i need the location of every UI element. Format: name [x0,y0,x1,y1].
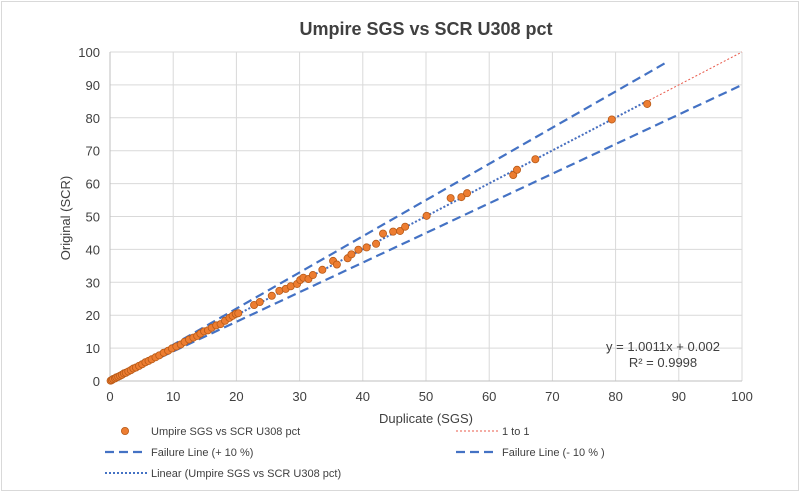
x-axis-label: Duplicate (SGS) [379,411,473,426]
series-line-3 [109,83,743,382]
y-tick-label: 60 [86,177,100,192]
legend-item: Umpire SGS vs SCR U308 pct [121,426,300,438]
legend-label: Linear (Umpire SGS vs SCR U308 pct) [151,468,341,480]
legend-item: 1 to 1 [456,426,530,438]
x-tick-label: 20 [229,389,243,404]
y-tick-label: 20 [86,308,100,323]
scatter-point [379,229,388,238]
trendline-equation: y = 1.0011x + 0.002 [606,339,720,354]
y-tick-label: 90 [86,78,100,93]
scatter-point [446,194,455,203]
legend-item: Linear (Umpire SGS vs SCR U308 pct) [105,468,341,480]
scatter-points [106,99,652,385]
scatter-point [372,239,381,248]
scatter-point [267,291,276,300]
y-tick-label: 10 [86,341,100,356]
scatter-point [234,309,243,318]
scatter-point [643,99,652,108]
scatter-point [607,115,616,124]
x-tick-label: 40 [356,389,370,404]
x-tick-label: 30 [292,389,306,404]
x-tick-label: 90 [672,389,686,404]
scatter-point [457,193,466,202]
trendline-r-squared: R² = 0.9998 [629,355,697,370]
scatter-point [463,189,472,198]
scatter-point [347,250,356,259]
scatter-point [318,265,327,274]
scatter-point [422,211,431,220]
y-tick-label: 70 [86,144,100,159]
scatter-point [401,222,410,231]
y-tick-label: 30 [86,275,100,290]
x-tick-label: 50 [419,389,433,404]
scatter-point [513,165,522,174]
x-tick-label: 60 [482,389,496,404]
legend-marker [121,426,130,435]
x-tick-label: 10 [166,389,180,404]
y-tick-label: 80 [86,111,100,126]
y-tick-label: 0 [93,374,100,389]
y-tick-label: 40 [86,242,100,257]
legend-label: Failure Line (- 10 % ) [502,447,605,459]
tick-labels: 0 10 20 30 40 50 60 70 80 90 100 0 10 20 30 40 50 60 70 80 9… [78,45,753,404]
scatter-point [531,155,540,164]
legend-label: Umpire SGS vs SCR U308 pct [151,426,300,438]
axes [109,52,742,382]
scatter-point [255,298,264,307]
scatter-point [308,271,317,280]
x-tick-label: 0 [106,389,113,404]
legend-item: Failure Line (- 10 % ) [456,447,605,459]
x-tick-label: 80 [608,389,622,404]
scatter-point [332,260,341,269]
y-tick-label: 50 [86,210,100,225]
x-tick-label: 100 [731,389,753,404]
legend-item: Failure Line (+ 10 %) [105,447,253,459]
y-axis-label: Original (SCR) [58,176,73,261]
legend-label: 1 to 1 [502,426,530,438]
x-tick-label: 70 [545,389,559,404]
legend: Umpire SGS vs SCR U308 pct 1 to 1 Failure … [105,426,605,480]
legend-label: Failure Line (+ 10 %) [151,447,253,459]
scatter-point [396,226,405,235]
chart-title: Umpire SGS vs SCR U308 pct [299,19,552,39]
series-line-2 [109,61,667,382]
y-tick-label: 100 [78,45,100,60]
scatter-point [354,245,363,254]
scatter-point [362,243,371,252]
scatter-point [389,227,398,236]
